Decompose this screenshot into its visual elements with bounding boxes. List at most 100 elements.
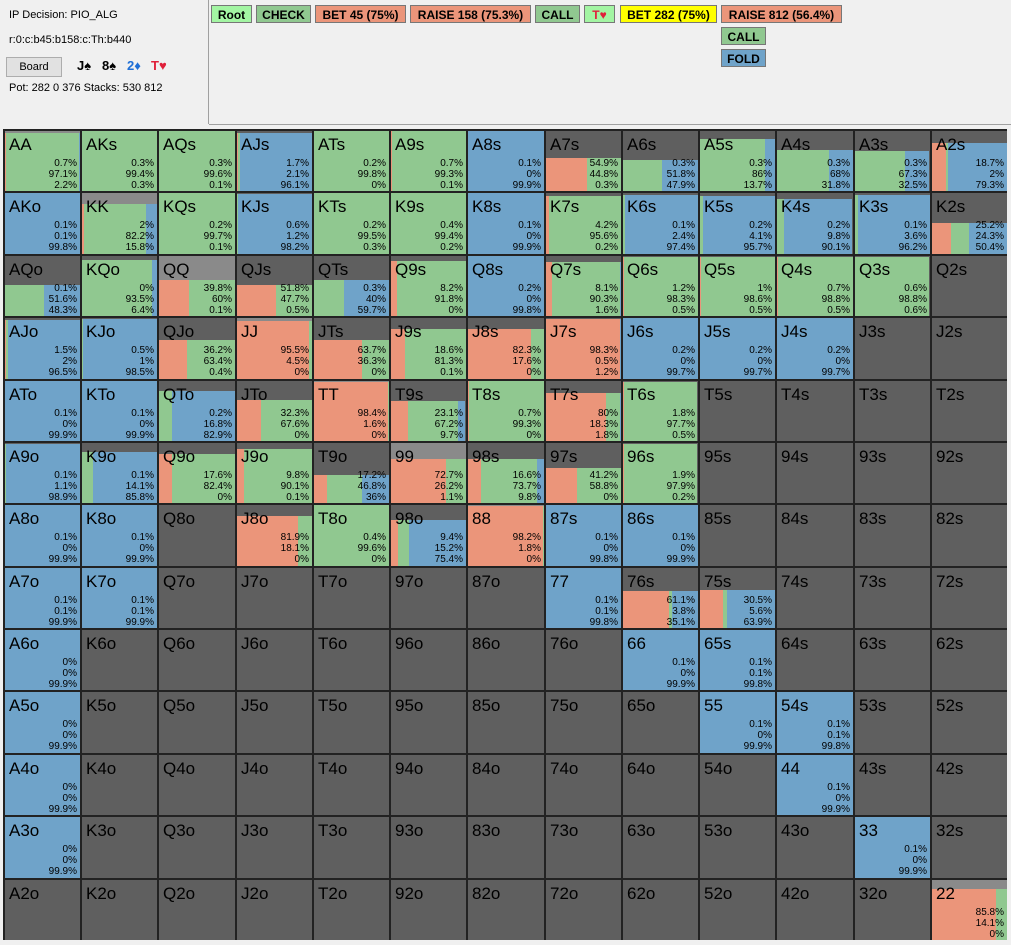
hand-cell-J6s[interactable]: J6s 0.2% 0% 99.7% bbox=[623, 318, 698, 379]
hand-cell-43s[interactable]: 43s bbox=[855, 755, 930, 815]
hand-cell-T6s[interactable]: T6s 1.8% 97.7% 0.5% bbox=[623, 381, 698, 441]
tree-node-check[interactable]: CHECK bbox=[256, 5, 311, 23]
hand-cell-K2o[interactable]: K2o bbox=[82, 880, 157, 940]
hand-cell-Q5s[interactable]: Q5s 1% 98.6% 0.5% bbox=[700, 256, 775, 316]
hand-cell-T2s[interactable]: T2s bbox=[932, 381, 1007, 441]
hand-cell-42s[interactable]: 42s bbox=[932, 755, 1007, 815]
hand-cell-73o[interactable]: 73o bbox=[546, 817, 621, 878]
hand-cell-A7o[interactable]: A7o 0.1% 0.1% 99.9% bbox=[5, 568, 80, 628]
hand-cell-96s[interactable]: 96s 1.9% 97.9% 0.2% bbox=[623, 443, 698, 503]
hand-cell-98s[interactable]: 98s 16.6% 73.7% 9.8% bbox=[468, 443, 544, 503]
hand-cell-Q9o[interactable]: Q9o 17.6% 82.4% 0% bbox=[159, 443, 235, 503]
hand-cell-AQo[interactable]: AQo 0.1% 51.6% 48.3% bbox=[5, 256, 80, 316]
hand-cell-64s[interactable]: 64s bbox=[777, 630, 853, 690]
hand-cell-97o[interactable]: 97o bbox=[391, 568, 466, 628]
hand-cell-Q8s[interactable]: Q8s 0.2% 0% 99.8% bbox=[468, 256, 544, 316]
hand-cell-K5o[interactable]: K5o bbox=[82, 692, 157, 753]
hand-cell-T6o[interactable]: T6o bbox=[314, 630, 389, 690]
hand-cell-K6s[interactable]: K6s 0.1% 2.4% 97.4% bbox=[623, 193, 698, 254]
hand-cell-AJs[interactable]: AJs 1.7% 2.1% 96.1% bbox=[237, 131, 312, 191]
tree-node-raise-158[interactable]: RAISE 158 (75.3%) bbox=[410, 5, 531, 23]
hand-cell-83o[interactable]: 83o bbox=[468, 817, 544, 878]
hand-cell-72o[interactable]: 72o bbox=[546, 880, 621, 940]
hand-cell-T4o[interactable]: T4o bbox=[314, 755, 389, 815]
hand-cell-K9o[interactable]: K9o 0.1% 14.1% 85.8% bbox=[82, 443, 157, 503]
hand-cell-J7s[interactable]: J7s 98.3% 0.5% 1.2% bbox=[546, 318, 621, 379]
tree-node-fold-option[interactable]: FOLD bbox=[721, 49, 766, 67]
hand-cell-KTo[interactable]: KTo 0.1% 0% 99.9% bbox=[82, 381, 157, 441]
hand-cell-JTs[interactable]: JTs 63.7% 36.3% 0% bbox=[314, 318, 389, 379]
hand-cell-54o[interactable]: 54o bbox=[700, 755, 775, 815]
hand-cell-QJs[interactable]: QJs 51.8% 47.7% 0.5% bbox=[237, 256, 312, 316]
hand-cell-53s[interactable]: 53s bbox=[855, 692, 930, 753]
hand-cell-42o[interactable]: 42o bbox=[777, 880, 853, 940]
hand-cell-T8o[interactable]: T8o 0.4% 99.6% 0% bbox=[314, 505, 389, 566]
tree-node-call[interactable]: CALL bbox=[535, 5, 580, 23]
hand-cell-T7o[interactable]: T7o bbox=[314, 568, 389, 628]
hand-cell-K4s[interactable]: K4s 0.2% 9.8% 90.1% bbox=[777, 193, 853, 254]
hand-cell-94o[interactable]: 94o bbox=[391, 755, 466, 815]
hand-cell-A9o[interactable]: A9o 0.1% 1.1% 98.9% bbox=[5, 443, 80, 503]
hand-cell-A2o[interactable]: A2o bbox=[5, 880, 80, 940]
hand-cell-92o[interactable]: 92o bbox=[391, 880, 466, 940]
hand-cell-T8s[interactable]: T8s 0.7% 99.3% 0% bbox=[468, 381, 544, 441]
hand-cell-Q2o[interactable]: Q2o bbox=[159, 880, 235, 940]
hand-cell-J4s[interactable]: J4s 0.2% 0% 99.7% bbox=[777, 318, 853, 379]
hand-cell-88[interactable]: 88 98.2% 1.8% 0% bbox=[468, 505, 544, 566]
tree-node-raise-812[interactable]: RAISE 812 (56.4%) bbox=[721, 5, 842, 23]
hand-cell-95o[interactable]: 95o bbox=[391, 692, 466, 753]
hand-cell-Q3s[interactable]: Q3s 0.6% 98.8% 0.6% bbox=[855, 256, 930, 316]
hand-cell-K2s[interactable]: K2s 25.2% 24.3% 50.4% bbox=[932, 193, 1007, 254]
hand-cell-J4o[interactable]: J4o bbox=[237, 755, 312, 815]
hand-cell-74o[interactable]: 74o bbox=[546, 755, 621, 815]
hand-cell-J2s[interactable]: J2s bbox=[932, 318, 1007, 379]
hand-cell-73s[interactable]: 73s bbox=[855, 568, 930, 628]
hand-cell-32o[interactable]: 32o bbox=[855, 880, 930, 940]
hand-cell-44[interactable]: 44 0.1% 0% 99.9% bbox=[777, 755, 853, 815]
hand-cell-A5o[interactable]: A5o 0% 0% 99.9% bbox=[5, 692, 80, 753]
hand-cell-QTo[interactable]: QTo 0.2% 16.8% 82.9% bbox=[159, 381, 235, 441]
hand-cell-J5o[interactable]: J5o bbox=[237, 692, 312, 753]
hand-cell-K7s[interactable]: K7s 4.2% 95.6% 0.2% bbox=[546, 193, 621, 254]
hand-cell-63o[interactable]: 63o bbox=[623, 817, 698, 878]
hand-cell-86s[interactable]: 86s 0.1% 0% 99.9% bbox=[623, 505, 698, 566]
hand-cell-T5s[interactable]: T5s bbox=[700, 381, 775, 441]
hand-cell-K3o[interactable]: K3o bbox=[82, 817, 157, 878]
hand-cell-86o[interactable]: 86o bbox=[468, 630, 544, 690]
hand-cell-96o[interactable]: 96o bbox=[391, 630, 466, 690]
hand-cell-A4s[interactable]: A4s 0.3% 68% 31.8% bbox=[777, 131, 853, 191]
hand-cell-T7s[interactable]: T7s 80% 18.3% 1.8% bbox=[546, 381, 621, 441]
hand-cell-Q4s[interactable]: Q4s 0.7% 98.8% 0.5% bbox=[777, 256, 853, 316]
hand-cell-Q2s[interactable]: Q2s bbox=[932, 256, 1007, 316]
hand-cell-75o[interactable]: 75o bbox=[546, 692, 621, 753]
hand-cell-Q7s[interactable]: Q7s 8.1% 90.3% 1.6% bbox=[546, 256, 621, 316]
tree-node-root[interactable]: Root bbox=[211, 5, 252, 23]
hand-cell-62o[interactable]: 62o bbox=[623, 880, 698, 940]
hand-cell-A3o[interactable]: A3o 0% 0% 99.9% bbox=[5, 817, 80, 878]
hand-cell-JJ[interactable]: JJ 95.5% 4.5% 0% bbox=[237, 318, 312, 379]
tree-node-bet-45[interactable]: BET 45 (75%) bbox=[315, 5, 406, 23]
hand-cell-84o[interactable]: 84o bbox=[468, 755, 544, 815]
hand-cell-87o[interactable]: 87o bbox=[468, 568, 544, 628]
hand-cell-87s[interactable]: 87s 0.1% 0% 99.8% bbox=[546, 505, 621, 566]
hand-cell-85s[interactable]: 85s bbox=[700, 505, 775, 566]
hand-cell-J3s[interactable]: J3s bbox=[855, 318, 930, 379]
hand-cell-KQo[interactable]: KQo 0% 93.5% 6.4% bbox=[82, 256, 157, 316]
hand-cell-75s[interactable]: 75s 30.5% 5.6% 63.9% bbox=[700, 568, 775, 628]
hand-cell-93o[interactable]: 93o bbox=[391, 817, 466, 878]
hand-cell-54s[interactable]: 54s 0.1% 0.1% 99.8% bbox=[777, 692, 853, 753]
hand-cell-J9s[interactable]: J9s 18.6% 81.3% 0.1% bbox=[391, 318, 466, 379]
hand-cell-74s[interactable]: 74s bbox=[777, 568, 853, 628]
hand-cell-76o[interactable]: 76o bbox=[546, 630, 621, 690]
hand-cell-K4o[interactable]: K4o bbox=[82, 755, 157, 815]
hand-cell-J3o[interactable]: J3o bbox=[237, 817, 312, 878]
hand-cell-A4o[interactable]: A4o 0% 0% 99.9% bbox=[5, 755, 80, 815]
hand-cell-85o[interactable]: 85o bbox=[468, 692, 544, 753]
hand-cell-Q8o[interactable]: Q8o bbox=[159, 505, 235, 566]
hand-cell-TT[interactable]: TT 98.4% 1.6% 0% bbox=[314, 381, 389, 441]
hand-cell-77[interactable]: 77 0.1% 0.1% 99.8% bbox=[546, 568, 621, 628]
hand-cell-KJo[interactable]: KJo 0.5% 1% 98.5% bbox=[82, 318, 157, 379]
hand-cell-99[interactable]: 99 72.7% 26.2% 1.1% bbox=[391, 443, 466, 503]
hand-cell-AKo[interactable]: AKo 0.1% 0.1% 99.8% bbox=[5, 193, 80, 254]
hand-cell-Q9s[interactable]: Q9s 8.2% 91.8% 0% bbox=[391, 256, 466, 316]
